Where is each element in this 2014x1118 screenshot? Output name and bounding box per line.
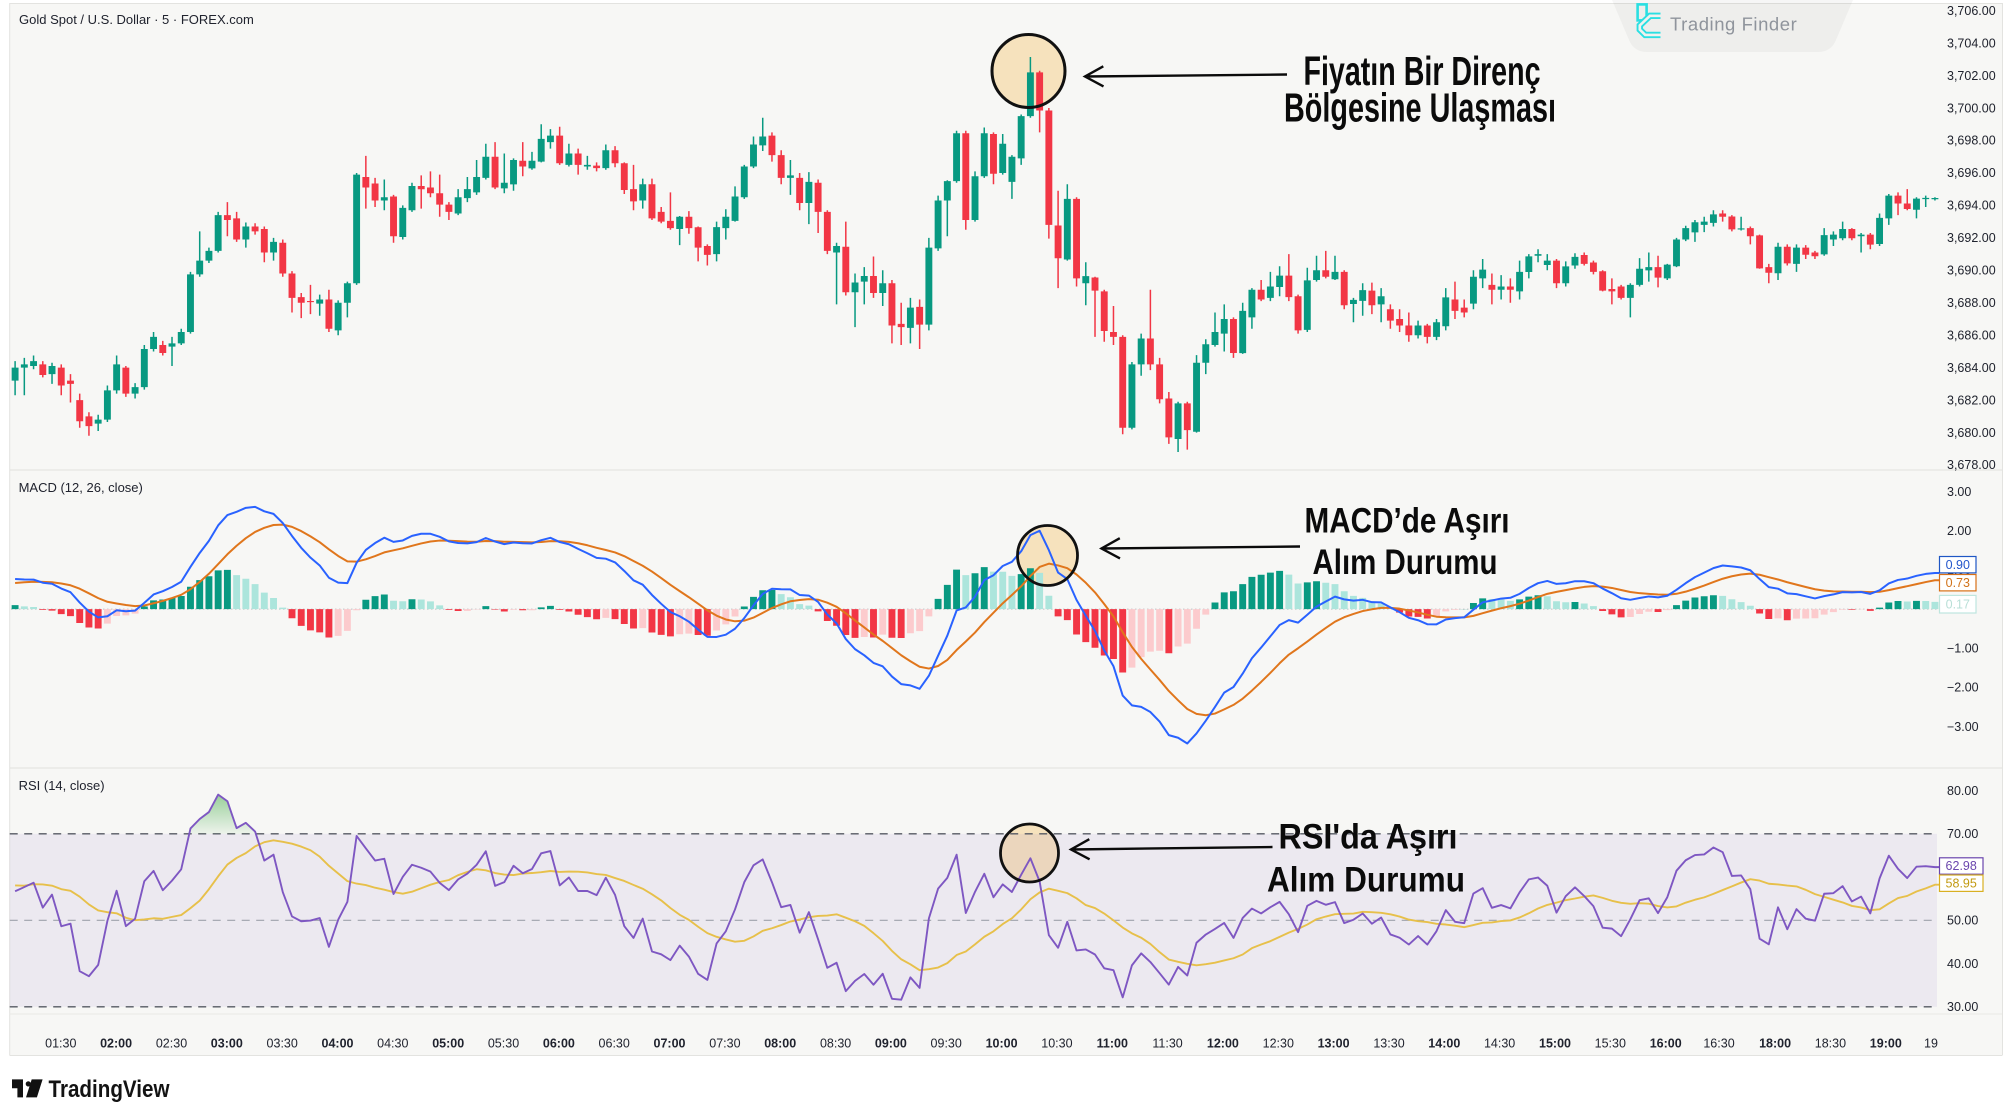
svg-text:3,684.00: 3,684.00: [1947, 361, 1996, 375]
svg-text:03:00: 03:00: [211, 1037, 243, 1051]
svg-text:05:30: 05:30: [488, 1037, 519, 1051]
svg-text:16:00: 16:00: [1650, 1037, 1682, 1051]
svg-text:Bölgesine Ulaşması: Bölgesine Ulaşması: [1284, 85, 1556, 131]
svg-text:05:00: 05:00: [432, 1037, 464, 1051]
svg-text:0.73: 0.73: [1946, 576, 1970, 590]
svg-text:14:30: 14:30: [1484, 1037, 1515, 1051]
svg-text:MACD (12, 26, close): MACD (12, 26, close): [19, 480, 143, 495]
svg-text:0.90: 0.90: [1946, 558, 1970, 572]
svg-text:06:00: 06:00: [543, 1037, 575, 1051]
svg-text:12:00: 12:00: [1207, 1037, 1239, 1051]
svg-text:TradingView: TradingView: [49, 1076, 171, 1103]
svg-text:30.00: 30.00: [1947, 1000, 1978, 1014]
svg-text:3,696.00: 3,696.00: [1947, 166, 1996, 180]
svg-text:3.00: 3.00: [1947, 485, 1971, 499]
svg-text:Alım Durumu: Alım Durumu: [1267, 861, 1465, 900]
svg-text:11:30: 11:30: [1152, 1037, 1182, 1051]
svg-text:15:30: 15:30: [1595, 1037, 1626, 1051]
svg-text:13:30: 13:30: [1373, 1037, 1404, 1051]
svg-text:13:00: 13:00: [1318, 1037, 1350, 1051]
svg-text:09:00: 09:00: [875, 1037, 907, 1051]
svg-text:−1.00: −1.00: [1947, 642, 1979, 656]
svg-text:18:00: 18:00: [1759, 1037, 1791, 1051]
svg-text:02:00: 02:00: [100, 1037, 132, 1051]
svg-text:−2.00: −2.00: [1947, 681, 1979, 695]
svg-text:3,682.00: 3,682.00: [1947, 393, 1996, 407]
svg-text:04:30: 04:30: [377, 1037, 408, 1051]
svg-text:3,704.00: 3,704.00: [1947, 36, 1996, 50]
svg-text:08:30: 08:30: [820, 1037, 851, 1051]
svg-text:08:00: 08:00: [764, 1037, 796, 1051]
svg-text:19:00: 19:00: [1870, 1037, 1902, 1051]
svg-text:62.98: 62.98: [1946, 859, 1977, 873]
svg-text:14:00: 14:00: [1428, 1037, 1460, 1051]
svg-text:3,690.00: 3,690.00: [1947, 264, 1996, 278]
svg-text:15:00: 15:00: [1539, 1037, 1571, 1051]
svg-text:3,688.00: 3,688.00: [1947, 296, 1996, 310]
svg-text:Trading Finder: Trading Finder: [1670, 14, 1797, 35]
svg-text:3,680.00: 3,680.00: [1947, 426, 1996, 440]
svg-text:10:30: 10:30: [1041, 1037, 1072, 1051]
svg-text:MACD’de Aşırı: MACD’de Aşırı: [1305, 501, 1510, 540]
svg-text:50.00: 50.00: [1947, 914, 1978, 928]
svg-text:2.00: 2.00: [1947, 524, 1971, 538]
svg-text:3,692.00: 3,692.00: [1947, 231, 1996, 245]
svg-text:3,678.00: 3,678.00: [1947, 458, 1996, 472]
svg-text:3,686.00: 3,686.00: [1947, 328, 1996, 342]
svg-text:3,702.00: 3,702.00: [1947, 69, 1996, 83]
svg-text:12:30: 12:30: [1263, 1037, 1294, 1051]
svg-text:09:30: 09:30: [931, 1037, 962, 1051]
svg-text:RSI'da Aşırı: RSI'da Aşırı: [1279, 818, 1458, 857]
svg-text:07:30: 07:30: [709, 1037, 740, 1051]
svg-text:58.95: 58.95: [1946, 876, 1977, 890]
svg-text:3,706.00: 3,706.00: [1947, 4, 1996, 18]
svg-text:Alım Durumu: Alım Durumu: [1313, 543, 1498, 582]
svg-text:70.00: 70.00: [1947, 827, 1978, 841]
svg-text:10:00: 10:00: [986, 1037, 1018, 1051]
svg-text:3,694.00: 3,694.00: [1947, 199, 1996, 213]
svg-text:Gold Spot / U.S. Dollar · 5 ·: Gold Spot / U.S. Dollar · 5 · FOREX.com: [19, 12, 254, 27]
svg-text:07:00: 07:00: [654, 1037, 686, 1051]
svg-text:−3.00: −3.00: [1947, 720, 1979, 734]
svg-text:40.00: 40.00: [1947, 957, 1978, 971]
svg-text:3,698.00: 3,698.00: [1947, 134, 1996, 148]
svg-text:19: 19: [1924, 1037, 1938, 1051]
svg-text:Fiyatın Bir Direnç: Fiyatın Bir Direnç: [1304, 48, 1541, 94]
svg-text:02:30: 02:30: [156, 1037, 187, 1051]
svg-text:3,700.00: 3,700.00: [1947, 101, 1996, 115]
svg-text:0.17: 0.17: [1946, 597, 1970, 611]
svg-text:11:00: 11:00: [1097, 1037, 1128, 1051]
svg-text:03:30: 03:30: [267, 1037, 298, 1051]
svg-text:80.00: 80.00: [1947, 784, 1978, 798]
svg-text:04:00: 04:00: [322, 1037, 354, 1051]
svg-text:06:30: 06:30: [599, 1037, 630, 1051]
svg-text:16:30: 16:30: [1703, 1037, 1734, 1051]
svg-text:RSI (14, close): RSI (14, close): [19, 778, 105, 793]
svg-text:18:30: 18:30: [1815, 1037, 1846, 1051]
svg-text:01:30: 01:30: [45, 1037, 76, 1051]
